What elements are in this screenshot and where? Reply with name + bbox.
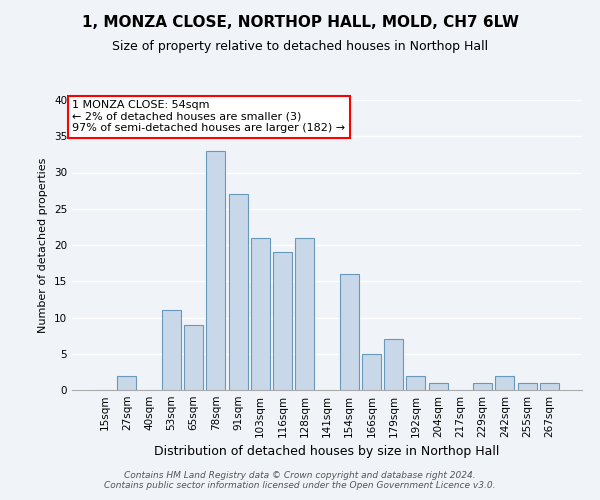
- Bar: [251, 238, 270, 390]
- Y-axis label: Number of detached properties: Number of detached properties: [38, 158, 49, 332]
- Bar: [295, 238, 314, 390]
- Bar: [406, 376, 425, 390]
- Bar: [118, 376, 136, 390]
- Bar: [496, 376, 514, 390]
- Bar: [229, 194, 248, 390]
- Bar: [162, 310, 181, 390]
- Bar: [184, 325, 203, 390]
- Bar: [518, 383, 536, 390]
- Text: Size of property relative to detached houses in Northop Hall: Size of property relative to detached ho…: [112, 40, 488, 53]
- Text: 1, MONZA CLOSE, NORTHOP HALL, MOLD, CH7 6LW: 1, MONZA CLOSE, NORTHOP HALL, MOLD, CH7 …: [82, 15, 518, 30]
- Bar: [429, 383, 448, 390]
- Text: Contains HM Land Registry data © Crown copyright and database right 2024.
Contai: Contains HM Land Registry data © Crown c…: [104, 470, 496, 490]
- Text: 1 MONZA CLOSE: 54sqm
← 2% of detached houses are smaller (3)
97% of semi-detache: 1 MONZA CLOSE: 54sqm ← 2% of detached ho…: [72, 100, 345, 133]
- X-axis label: Distribution of detached houses by size in Northop Hall: Distribution of detached houses by size …: [154, 446, 500, 458]
- Bar: [362, 354, 381, 390]
- Bar: [273, 252, 292, 390]
- Bar: [540, 383, 559, 390]
- Bar: [473, 383, 492, 390]
- Bar: [206, 151, 225, 390]
- Bar: [340, 274, 359, 390]
- Bar: [384, 339, 403, 390]
